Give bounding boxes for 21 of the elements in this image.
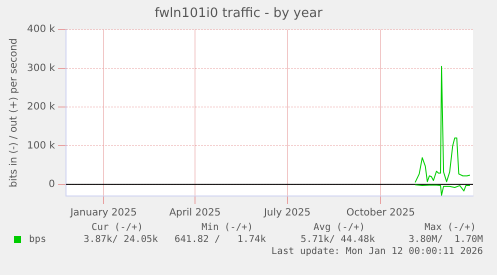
text: Last update: Mon Jan 12 00:00:11 2026 xyxy=(271,246,483,257)
y-axis-title: bits in (-) / out (+) per second xyxy=(8,38,20,188)
text: Min (-/+) xyxy=(202,222,253,233)
x-tick-label: January 2025 xyxy=(69,208,137,219)
text: Cur (-/+) xyxy=(92,222,143,233)
text: Max (-/+) xyxy=(424,222,476,233)
legend-label: bps xyxy=(29,234,46,245)
y-tick-label: 300 k xyxy=(26,62,56,74)
x-tick-label: July 2025 xyxy=(262,208,311,219)
y-tick-label: 400 k xyxy=(26,24,56,36)
text: 5.71k/ 44.48k xyxy=(300,234,375,245)
chart-title: fwln101i0 traffic - by year xyxy=(154,6,324,22)
y-tick-label: 200 k xyxy=(26,102,56,113)
text: 641.82 / 1.74k xyxy=(174,234,266,245)
y-tick-label: 100 k xyxy=(26,140,56,152)
text: Avg (-/+) xyxy=(314,222,365,233)
y-tick-label: 0 xyxy=(48,178,56,190)
x-tick-label: April 2025 xyxy=(169,208,221,219)
text: 3.80M/ 1.70M xyxy=(408,234,483,245)
x-tick-label: October 2025 xyxy=(346,208,415,219)
text: 3.87k/ 24.05k xyxy=(84,234,158,245)
